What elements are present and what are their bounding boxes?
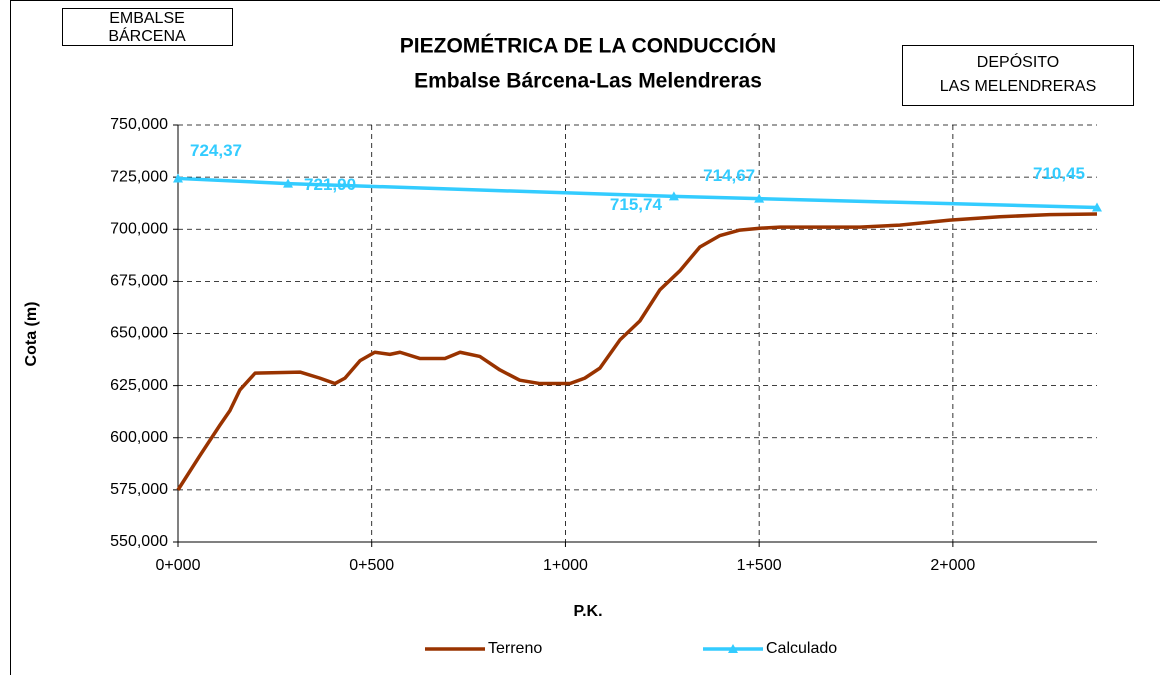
legend-label: Terreno [488,640,542,657]
box-text: LAS MELENDRERAS [940,78,1097,95]
data-label: 714,67 [703,166,755,185]
x-tick-label: 0+000 [156,557,201,574]
chart-title: Embalse Bárcena-Las Melendreras [414,70,762,93]
x-tick-label: 1+500 [737,557,782,574]
x-tick-label: 0+500 [349,557,394,574]
chart-title: PIEZOMÉTRICA DE LA CONDUCCIÓN [400,34,776,58]
legend-marker [728,644,738,653]
y-tick-label: 575,000 [110,481,168,498]
box-text: DEPÓSITO [977,52,1059,71]
y-tick-label: 600,000 [110,429,168,446]
marker [173,173,183,183]
data-label: 724,37 [190,141,242,160]
y-tick-label: 550,000 [110,533,168,550]
marker [1092,202,1102,212]
y-tick-label: 700,000 [110,220,168,237]
series-line [176,212,1098,491]
box-text: EMBALSE [109,10,185,27]
data-label: 721,90 [304,175,356,194]
marker [668,191,679,201]
box-embalse [62,8,233,46]
x-axis-label: P.K. [573,603,602,620]
marker [754,193,765,203]
y-tick-label: 650,000 [110,325,168,342]
y-tick-label: 675,000 [110,273,168,290]
box-text: BÁRCENA [108,26,186,45]
data-label: 710,45 [1033,164,1085,183]
y-tick-label: 725,000 [110,168,168,185]
x-tick-label: 2+000 [930,557,975,574]
box-deposito [902,45,1134,106]
data-label: 715,74 [610,195,663,214]
marker [283,178,294,188]
legend-label: Calculado [766,640,837,657]
y-axis-label: Cota (m) [23,302,40,367]
x-tick-label: 1+000 [543,557,588,574]
y-tick-label: 625,000 [110,377,168,394]
y-tick-label: 750,000 [110,116,168,133]
